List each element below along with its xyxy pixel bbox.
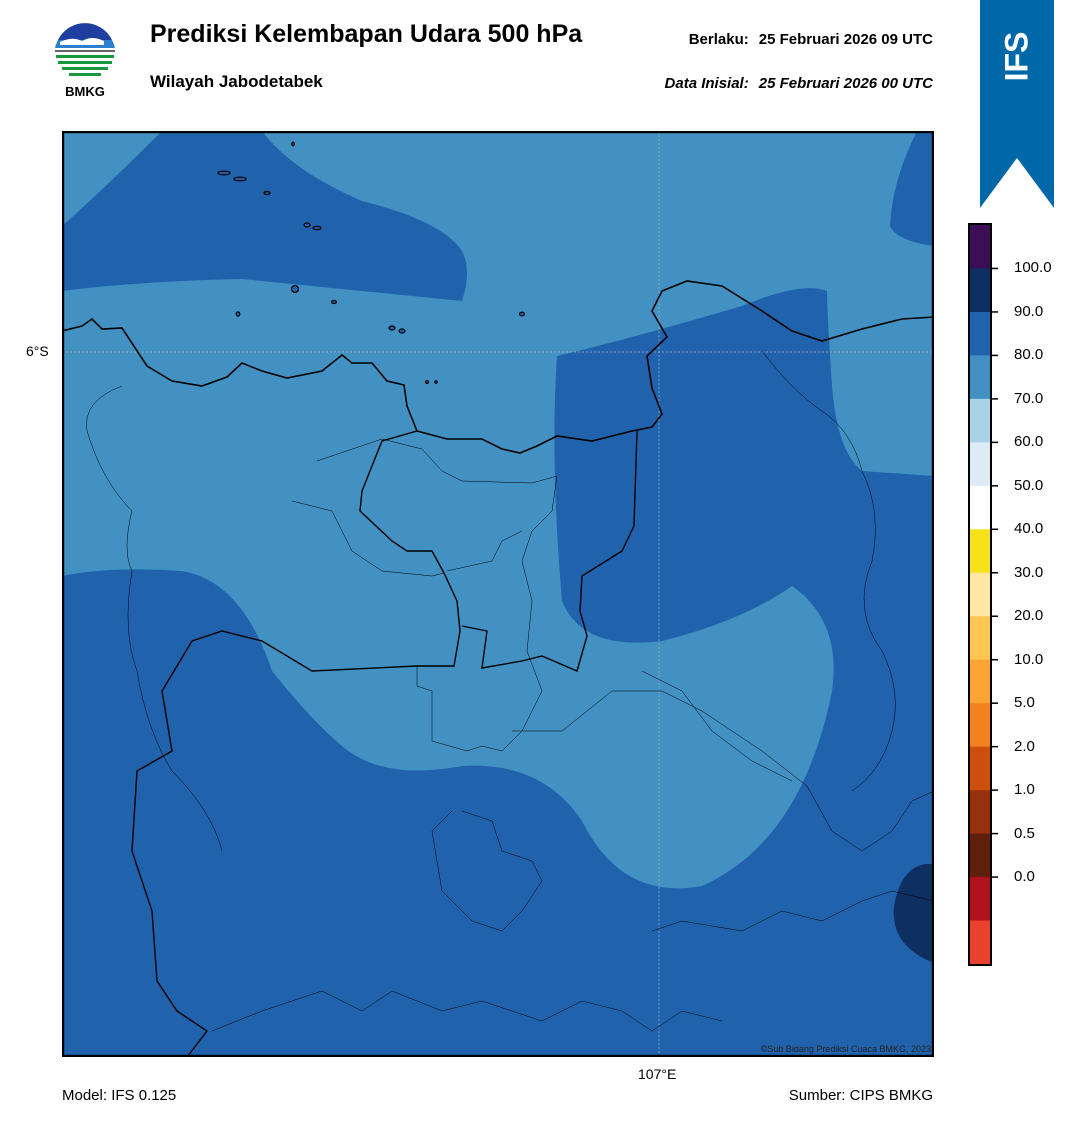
colorbar-segment xyxy=(970,920,990,965)
colorbar-segment xyxy=(970,616,990,661)
colorbar-tick-label: 100.0 xyxy=(1014,259,1052,277)
ifs-ribbon xyxy=(980,0,1054,208)
province-boundary-jakarta xyxy=(461,430,638,672)
valid-value: 25 Februari 2026 09 UTC xyxy=(758,31,933,48)
colorbar-segment xyxy=(970,485,990,530)
valid-time: Berlaku: 25 Februari 2026 09 UTC xyxy=(689,31,933,48)
colorbar-tick-label: 5.0 xyxy=(1014,694,1035,712)
coastline xyxy=(62,280,934,454)
valid-label: Berlaku: xyxy=(688,31,749,48)
map-credit: ©Sub Bidang Prediksi Cuaca BMKG, 2023 xyxy=(760,1044,931,1054)
province-boundary-west xyxy=(131,430,461,1057)
colorbar-tick-label: 40.0 xyxy=(1014,520,1044,538)
colorbar-segment xyxy=(970,833,990,878)
bmkg-emblem-icon xyxy=(55,22,115,82)
colorbar-segment xyxy=(970,355,990,400)
colorbar-segment xyxy=(970,790,990,835)
colorbar-segment xyxy=(970,398,990,443)
colorbar-tick-label: 0.0 xyxy=(1014,868,1035,886)
colorbar-segment xyxy=(970,268,990,313)
colorbar-segment xyxy=(970,311,990,356)
colorbar-segment xyxy=(970,442,990,487)
colorbar-tick-label: 2.0 xyxy=(1014,737,1035,755)
colorbar-segment xyxy=(970,572,990,617)
bmkg-logo: BMKG xyxy=(52,20,118,102)
colorbar-segment xyxy=(970,877,990,922)
init-label: Data Inisial: xyxy=(664,75,749,92)
colorbar-tick-label: 60.0 xyxy=(1014,433,1044,451)
humidity-map xyxy=(62,131,934,1057)
map-frame xyxy=(62,131,934,1057)
colorbar-tick-label: 20.0 xyxy=(1014,607,1044,625)
longitude-label: 107°E xyxy=(638,1066,677,1082)
humidity-band-90-100 xyxy=(893,863,934,963)
page-title: Prediksi Kelembapan Udara 500 hPa xyxy=(150,20,583,48)
colorbar-segment xyxy=(970,703,990,748)
colorbar xyxy=(968,223,998,966)
ribbon-label: IFS xyxy=(980,32,1054,82)
colorbar-tick-label: 50.0 xyxy=(1014,476,1044,494)
latitude-label: 6°S xyxy=(26,343,49,359)
colorbar-tick-label: 1.0 xyxy=(1014,781,1035,799)
colorbar-tick-label: 80.0 xyxy=(1014,346,1044,364)
colorbar-segment xyxy=(970,225,990,269)
colorbar-segment xyxy=(970,659,990,704)
colorbar-tick-label: 0.5 xyxy=(1014,824,1035,842)
humidity-band-70-80 xyxy=(62,131,162,226)
colorbar-segment xyxy=(970,746,990,791)
model-label: Model: IFS 0.125 xyxy=(62,1087,177,1104)
ribbon-text: IFS xyxy=(998,31,1035,82)
colorbar-segment xyxy=(970,529,990,574)
humidity-band-70-80 xyxy=(62,131,934,889)
district-boundaries xyxy=(86,350,934,1032)
source-label: Sumber: CIPS BMKG xyxy=(788,1087,933,1104)
colorbar-tick-label: 30.0 xyxy=(1014,563,1044,581)
region-subtitle: Wilayah Jabodetabek xyxy=(150,72,323,91)
init-time: Data Inisial: 25 Februari 2026 00 UTC xyxy=(665,75,933,92)
colorbar-tick-label: 10.0 xyxy=(1014,650,1044,668)
thousand-islands xyxy=(217,141,526,385)
logo-text: BMKG xyxy=(65,84,105,99)
init-value: 25 Februari 2026 00 UTC xyxy=(758,75,933,92)
colorbar-tick-label: 70.0 xyxy=(1014,389,1044,407)
colorbar-tick-label: 90.0 xyxy=(1014,302,1044,320)
